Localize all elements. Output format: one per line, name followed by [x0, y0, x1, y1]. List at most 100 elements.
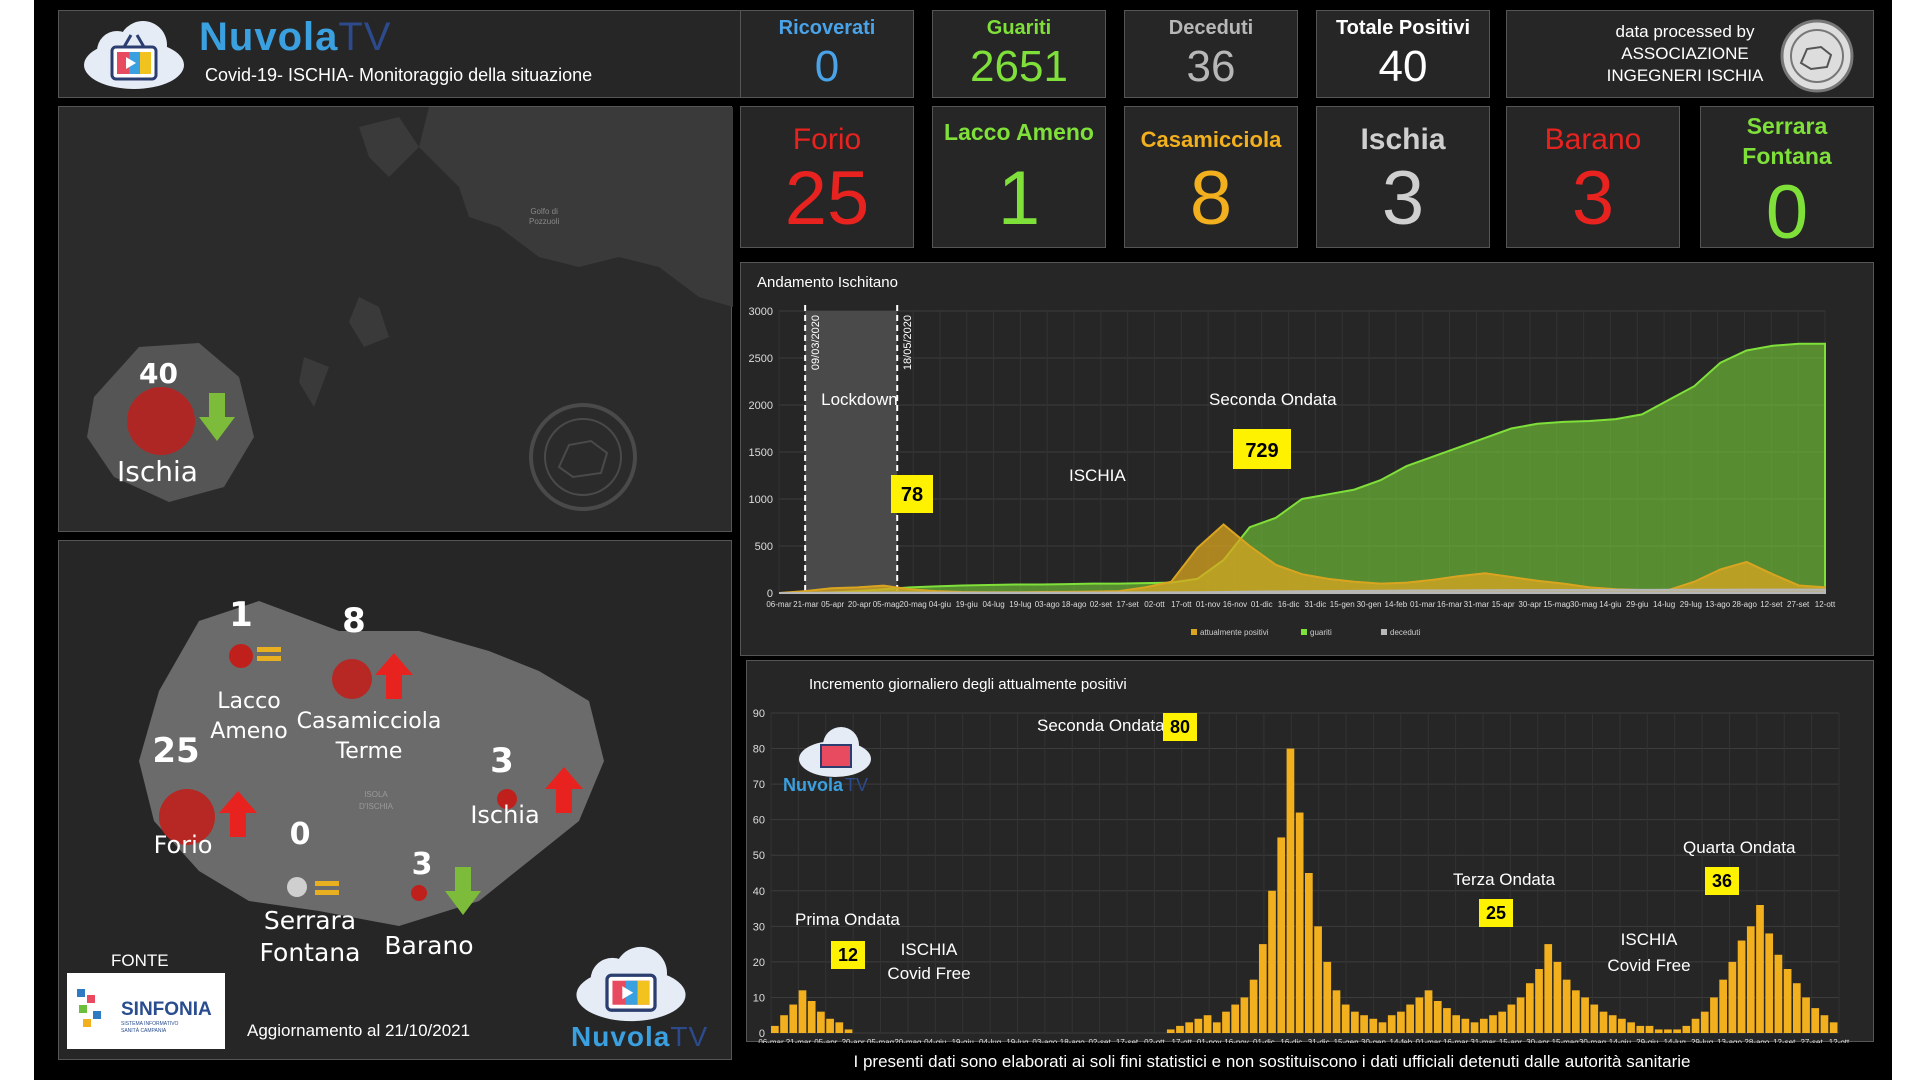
bar	[1562, 979, 1571, 1033]
y-tick-label: 50	[753, 850, 765, 862]
x-tick-label: 04-lug	[982, 600, 1004, 609]
bar	[1268, 890, 1276, 1033]
annotation-lockdown: Lockdown	[821, 390, 898, 409]
stat-guariti: Guariti 2651	[932, 10, 1106, 98]
y-tick-label: 1000	[749, 494, 773, 506]
bar	[1535, 969, 1543, 1033]
y-tick-label: 80	[753, 744, 765, 756]
stat-guariti-label: Guariti	[986, 17, 1052, 39]
annotation-prima-ondata: Prima Ondata	[795, 910, 900, 929]
sinfonia-name: SINFONIA	[121, 999, 212, 1020]
bar	[1627, 1022, 1635, 1033]
bar	[1737, 940, 1746, 1033]
callout-80: 80	[1170, 717, 1190, 737]
bar	[1802, 997, 1810, 1033]
processed-line-1: data processed by	[1615, 22, 1755, 41]
x-tick-label: 17-ott	[1171, 600, 1192, 609]
x-tick-label: 16-nov	[1224, 1038, 1248, 1043]
gulf-label-1: Golfo di	[530, 207, 558, 216]
series-area-1	[779, 342, 1826, 594]
vline-label: 09/03/2020	[810, 315, 822, 370]
callout-box	[1705, 867, 1739, 895]
town-barano-value: 3	[1571, 156, 1615, 241]
bar	[1240, 997, 1249, 1033]
map-casamicciola-value: 8	[342, 601, 366, 641]
bar	[835, 1022, 844, 1033]
x-tick-label: 15-gen	[1334, 1038, 1359, 1043]
town-casamicciola-value: 8	[1189, 156, 1233, 241]
x-tick-label: 02-ott	[1144, 600, 1165, 609]
x-tick-label: 06-mar	[758, 1038, 784, 1043]
annotation-terza-ondata: Terza Ondata	[1453, 870, 1556, 889]
brand-title-a: Nuvola	[199, 15, 339, 59]
x-tick-label: 30-mag	[1579, 1038, 1606, 1043]
x-tick-label: 13-ago	[1717, 1038, 1742, 1043]
chart-logo-wordmark-b: TV	[845, 775, 868, 795]
bar	[1572, 990, 1580, 1033]
bar	[1415, 997, 1424, 1033]
x-tick-label: 30-apr	[1518, 600, 1541, 609]
y-tick-label: 0	[767, 588, 773, 600]
map-ischia-label: Ischia	[470, 801, 540, 829]
bar	[1433, 1001, 1442, 1033]
map-casamicciola-label-1: Casamicciola	[296, 709, 442, 734]
map-lacco-label-1: Lacco	[217, 689, 281, 714]
y-tick-label: 2500	[749, 353, 773, 365]
chart-logo-wordmark-a: Nuvola	[783, 775, 844, 795]
lockdown-band	[805, 311, 898, 593]
y-tick-label: 70	[753, 779, 765, 791]
bar	[1222, 1011, 1230, 1033]
x-tick-label: 05-mag	[873, 600, 900, 609]
x-tick-label: 14-lug	[1664, 1038, 1686, 1043]
callout-25: 25	[1486, 903, 1506, 923]
town-casamicciola: Casamicciola 8	[1124, 106, 1298, 248]
map-forio-label: Forio	[153, 831, 213, 859]
bar	[1461, 1018, 1470, 1033]
island-watermark-1: ISOLA	[364, 790, 388, 799]
legend-swatch	[1191, 629, 1197, 635]
stat-totale-label: Totale Positivi	[1335, 17, 1471, 39]
x-tick-label: 01-dic	[1251, 600, 1273, 609]
bar	[1341, 1004, 1350, 1033]
stat-deceduti-label: Deceduti	[1168, 17, 1254, 39]
map-lacco-label-2: Ameno	[210, 719, 288, 744]
x-tick-label: 14-lug	[1653, 600, 1675, 609]
x-tick-label: 05-apr	[821, 600, 844, 609]
bar	[1746, 926, 1755, 1033]
callout-box	[891, 475, 933, 513]
bar	[1507, 1004, 1516, 1033]
brand-panel: NuvolaTV Covid-19- ISCHIA- Monitoraggio …	[58, 10, 768, 98]
town-ischia-value: 3	[1381, 156, 1425, 241]
sinfonia-logo: SINFONIA SISTEMA INFORMATIVO SANITÀ CAMP…	[67, 973, 225, 1049]
y-tick-label: 60	[753, 815, 765, 827]
callout-36: 36	[1712, 871, 1732, 891]
town-serrara-fontana: Serrara Fontana 0	[1700, 106, 1874, 253]
bar	[1323, 961, 1332, 1033]
map-barano-value: 3	[411, 847, 433, 882]
bar	[1599, 1011, 1608, 1033]
town-lacco-label: Lacco Ameno	[944, 119, 1094, 145]
annotation-ischia: ISCHIA	[1069, 466, 1126, 485]
x-tick-label: 19-giu	[956, 600, 978, 609]
x-tick-label: 02-set	[1088, 1038, 1111, 1043]
map-ischia-value: 3	[490, 741, 514, 781]
bar	[1728, 961, 1737, 1033]
bar	[1378, 1022, 1387, 1033]
town-serrara-label: Serrara Fontana	[1742, 113, 1832, 169]
y-tick-label: 0	[759, 1028, 765, 1040]
bar	[1783, 969, 1792, 1033]
x-tick-label: 12-set	[1760, 600, 1783, 609]
overview-total: 40	[139, 357, 178, 390]
bar	[789, 1004, 798, 1033]
x-tick-label: 28-ago	[1732, 600, 1757, 609]
daily-increment-chart: Incremento giornaliero degli attualmente…	[753, 676, 1850, 1043]
island-watermark: ISOLA D'ISCHIA	[359, 789, 393, 813]
y-tick-label: 40	[753, 886, 765, 898]
nuvolatv-chart-logo	[799, 727, 871, 777]
bar	[1231, 1004, 1240, 1033]
bar	[1314, 926, 1322, 1033]
nuvolatv-logo	[571, 941, 691, 1027]
x-tick-label: 21-mar	[786, 1038, 812, 1043]
x-tick-label: 16-nov	[1223, 600, 1247, 609]
x-tick-label: 17-set	[1116, 1038, 1139, 1043]
